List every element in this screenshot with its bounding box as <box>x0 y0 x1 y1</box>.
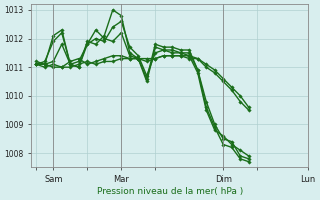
X-axis label: Pression niveau de la mer( hPa ): Pression niveau de la mer( hPa ) <box>97 187 243 196</box>
